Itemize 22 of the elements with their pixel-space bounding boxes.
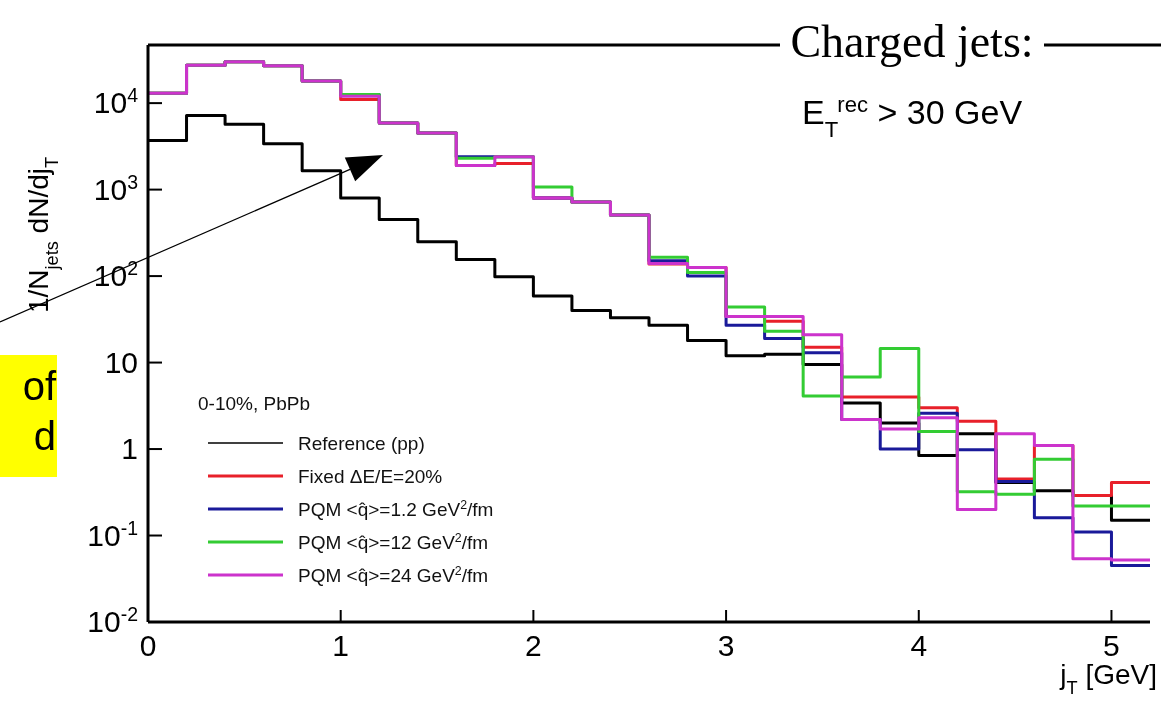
x-tick-label: 5 xyxy=(1103,629,1120,662)
y-tick-label: 10$^{-2}$ xyxy=(87,603,138,638)
y-tick-label: 10 xyxy=(104,345,138,379)
legend-label: Reference (pp) xyxy=(298,433,425,454)
legend-label: Fixed ΔE/E=20% xyxy=(298,466,443,487)
legend-label: PQM <q̂>=24 GeV$^{2}$/fm xyxy=(298,564,489,586)
x-tick-label: 4 xyxy=(910,629,928,662)
legend-label: PQM <q̂>=1.2 GeV$^{2}$/fm xyxy=(298,498,494,520)
x-tick-label: 3 xyxy=(717,629,735,662)
text: of d xyxy=(22,364,57,458)
y-tick-label: 1 xyxy=(121,432,138,466)
x-tick-label: 1 xyxy=(332,629,350,662)
y-tick-label: 10$^{3}$ xyxy=(93,170,138,206)
x-axis-title: j$_{T}$ [GeV] xyxy=(1059,659,1157,698)
y-tick-label: 10$^{4}$ xyxy=(93,84,139,120)
x-tick-label: 0 xyxy=(139,629,157,662)
legend-title: 0-10%, PbPb xyxy=(198,393,310,414)
annotation: E$_{T}$$^{rec}$ > 30 GeV xyxy=(801,91,1023,142)
annotation: Charged jets: xyxy=(790,16,1034,67)
legend-label: PQM <q̂>=12 GeV$^{2}$/fm xyxy=(298,531,489,553)
y-tick-label: 10$^{-1}$ xyxy=(87,516,138,552)
x-tick-label: 2 xyxy=(525,629,542,662)
